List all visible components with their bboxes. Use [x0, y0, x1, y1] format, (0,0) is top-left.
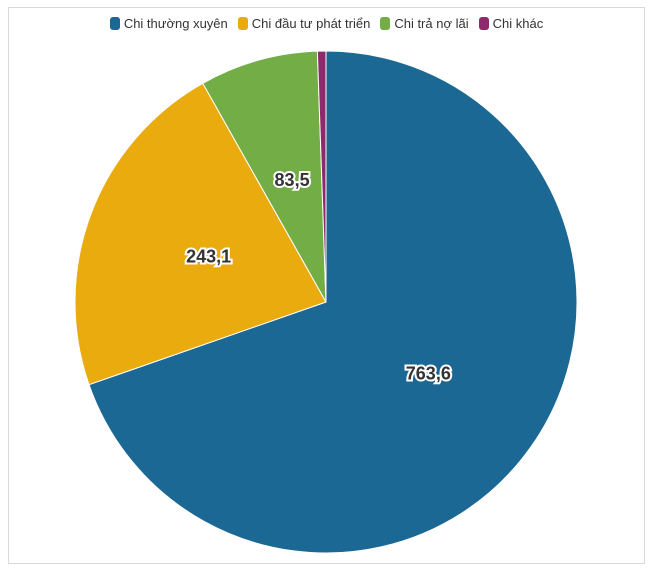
legend-swatch [237, 17, 248, 30]
data-label-chi-dau-tu-phat-trien: 243,1 [186, 246, 231, 266]
legend-label: Chi đầu tư phát triển [251, 16, 371, 31]
legend-swatch [478, 17, 489, 30]
legend-item-chi-dau-tu-phat-trien[interactable]: Chi đầu tư phát triển [237, 16, 371, 31]
data-label-chi-tra-no-lai: 83,5 [275, 170, 310, 190]
legend-item-chi-thuong-xuyen[interactable]: Chi thường xuyên [109, 16, 228, 31]
legend-swatch [109, 17, 120, 30]
pie-slice-chi-thuong-xuyen[interactable] [88, 50, 578, 554]
legend-label: Chi thường xuyên [123, 16, 228, 31]
data-label-chi-thuong-xuyen: 763,6 [406, 363, 451, 383]
pie-slice-chi-dau-tu-phat-trien[interactable] [74, 82, 327, 386]
legend-label: Chi khác [492, 16, 544, 31]
chart-legend: Chi thường xuyên Chi đầu tư phát triển C… [0, 16, 653, 31]
legend-item-chi-khac[interactable]: Chi khác [478, 16, 544, 31]
legend-swatch [380, 17, 391, 30]
legend-item-chi-tra-no-lai[interactable]: Chi trả nợ lãi [380, 16, 469, 31]
legend-label: Chi trả nợ lãi [394, 16, 469, 31]
pie-slice-chi-tra-no-lai[interactable] [202, 50, 327, 303]
pie-slice-chi-khac[interactable] [316, 50, 327, 303]
